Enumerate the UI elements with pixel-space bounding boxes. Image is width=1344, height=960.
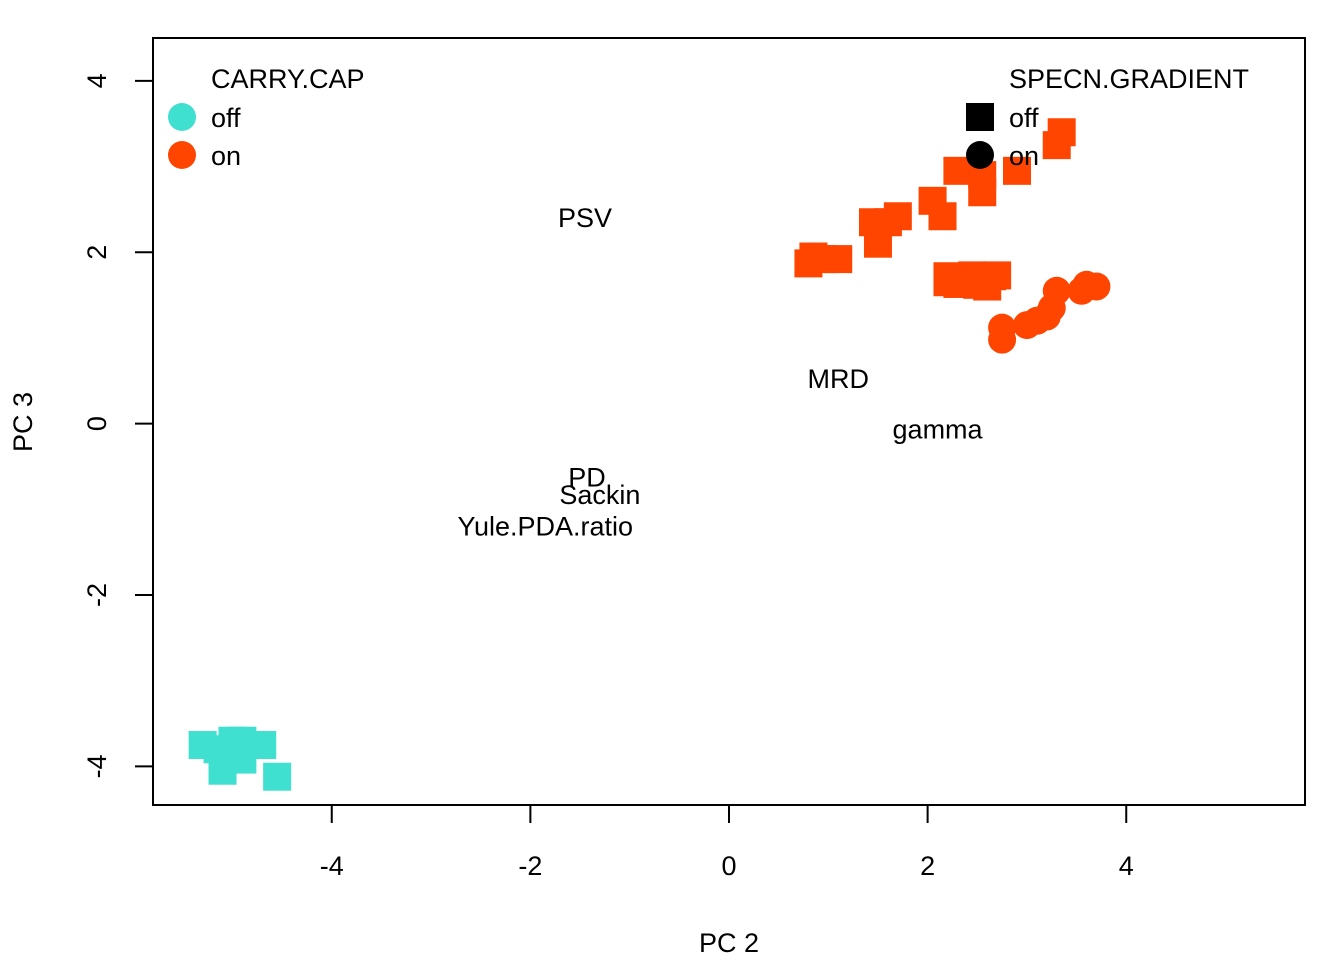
variable-label-4: Sackin xyxy=(559,480,640,510)
y-axis: -4 -2 0 2 4 xyxy=(82,73,154,778)
data-point-0-23 xyxy=(973,272,1002,301)
variable-label-5: Yule.PDA.ratio xyxy=(457,511,633,541)
legend-title-0: CARRY.CAP xyxy=(211,64,365,94)
legend-0-label-off: off xyxy=(211,103,241,133)
x-axis-title: PC 2 xyxy=(699,928,759,958)
legend-specn-gradient: SPECN.GRADIENT off on xyxy=(966,64,1249,171)
variable-label-0: PSV xyxy=(558,203,612,233)
legend-1-label-off: off xyxy=(1009,103,1039,133)
x-tick-label-4: 4 xyxy=(1119,851,1134,881)
y-tick-label-1: -2 xyxy=(82,583,112,607)
legend-title-1: SPECN.GRADIENT xyxy=(1009,64,1249,94)
variable-label-2: gamma xyxy=(893,415,984,445)
x-tick-label-0: -4 xyxy=(320,851,344,881)
legend-carry-cap: CARRY.CAP off on xyxy=(168,64,365,171)
data-point-0-5 xyxy=(968,178,997,207)
data-point-0-15 xyxy=(794,249,823,278)
y-tick-label-2: 0 xyxy=(82,416,112,431)
data-point-0-7 xyxy=(928,202,957,231)
data-points xyxy=(188,118,1111,791)
legend-0-swatch-off xyxy=(168,103,196,131)
y-tick-label-0: -4 xyxy=(82,754,112,778)
y-tick-label-4: 4 xyxy=(82,73,112,88)
data-point-2-8 xyxy=(263,762,292,791)
x-tick-label-3: 2 xyxy=(920,851,935,881)
legends: CARRY.CAP off on SPECN.GRADIENT off on xyxy=(168,64,1249,171)
x-tick-label-2: 0 xyxy=(721,851,736,881)
legend-1-swatch-on xyxy=(966,141,994,169)
data-point-0-1 xyxy=(1042,131,1071,160)
legend-0-swatch-on xyxy=(168,141,196,169)
x-tick-label-1: -2 xyxy=(518,851,542,881)
x-axis: -4 -2 0 2 4 xyxy=(320,804,1134,881)
data-point-2-7 xyxy=(208,756,237,785)
legend-1-swatch-off xyxy=(966,103,994,131)
data-point-1-7 xyxy=(1012,311,1041,340)
legend-0-label-on: on xyxy=(211,141,241,171)
y-tick-label-3: 2 xyxy=(82,245,112,260)
data-point-1-9 xyxy=(988,325,1017,354)
variable-label-1: MRD xyxy=(807,364,869,394)
legend-1-label-on: on xyxy=(1009,141,1039,171)
variable-label-3: PD xyxy=(568,463,606,493)
data-point-0-3 xyxy=(943,156,972,185)
y-axis-title: PC 3 xyxy=(8,392,38,452)
data-point-0-14 xyxy=(824,245,853,274)
data-point-0-2 xyxy=(1003,156,1031,185)
data-point-0-11 xyxy=(863,229,892,258)
data-point-1-2 xyxy=(1067,276,1096,305)
